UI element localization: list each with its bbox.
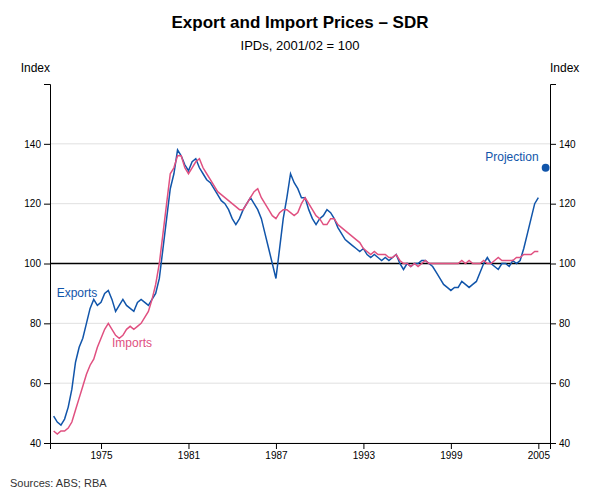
y2-axis-label: Index xyxy=(550,61,579,75)
grid-line xyxy=(50,323,550,324)
source: Sources: ABS; RBA xyxy=(10,477,107,489)
grid-line xyxy=(50,203,550,204)
x-axis: 1975 1981 1987 1993 1999 2005 xyxy=(51,443,551,461)
tick: 1987 xyxy=(265,443,288,461)
tick-mark xyxy=(550,264,556,265)
tick: 2005 xyxy=(528,443,551,461)
tick-label: 40 xyxy=(30,438,42,449)
subtitle: IPDs, 2001/02 = 100 xyxy=(241,38,360,53)
plot-area xyxy=(50,150,550,434)
tick: 80 xyxy=(550,318,571,329)
tick-mark xyxy=(550,383,556,384)
y-axis: 40 60 80 100 120 140 xyxy=(24,85,50,449)
grid-line xyxy=(50,143,550,144)
tick: 80 xyxy=(30,318,50,329)
tick: 1993 xyxy=(353,443,376,461)
tick-label: 60 xyxy=(559,378,571,389)
grid-line xyxy=(50,383,550,384)
tick-mark xyxy=(44,443,50,444)
tick-mark xyxy=(44,264,50,265)
tick-mark xyxy=(44,383,50,384)
tick: 1981 xyxy=(178,443,201,461)
tick: 1999 xyxy=(440,443,463,461)
tick-mark xyxy=(538,443,539,449)
series-label: Imports xyxy=(112,336,152,350)
tick: 140 xyxy=(24,139,50,150)
tick-mark xyxy=(101,443,102,449)
series-label: Exports xyxy=(57,286,98,300)
tick-mark xyxy=(550,144,556,145)
tick-mark xyxy=(276,443,277,449)
tick-label: 140 xyxy=(559,139,576,150)
tick-label: 120 xyxy=(559,198,576,209)
tick-mark xyxy=(363,443,364,449)
tick-label: 80 xyxy=(30,318,42,329)
series-label: Projection xyxy=(485,150,538,164)
tick-label: 60 xyxy=(30,378,42,389)
title: Export and Import Prices – SDR xyxy=(172,13,429,32)
tick-label: 1987 xyxy=(265,450,288,461)
tick: 1975 xyxy=(90,443,113,461)
tick-mark xyxy=(44,204,50,205)
axis-line xyxy=(51,444,551,450)
tick: 60 xyxy=(30,378,50,389)
tick-label: 1999 xyxy=(440,450,463,461)
tick-label: 140 xyxy=(24,139,41,150)
chart: 1975198119871993199920054060801001201404… xyxy=(0,0,600,497)
tick-mark xyxy=(44,144,50,145)
tick-label: 40 xyxy=(559,438,571,449)
tick-label: 1993 xyxy=(353,450,376,461)
tick-label: 1975 xyxy=(90,450,113,461)
tick: 120 xyxy=(550,198,576,209)
tick-label: 1981 xyxy=(178,450,201,461)
tick-label: 120 xyxy=(24,198,41,209)
tick-mark xyxy=(550,323,556,324)
line xyxy=(54,150,539,425)
tick-mark xyxy=(44,323,50,324)
axis-line xyxy=(551,85,557,444)
y2-axis: 40 60 80 100 120 140 xyxy=(550,85,576,449)
point xyxy=(542,164,550,172)
tick-label: 80 xyxy=(559,318,571,329)
tick-mark xyxy=(550,204,556,205)
line xyxy=(54,156,539,434)
tick: 100 xyxy=(24,258,50,269)
tick: 40 xyxy=(30,438,50,449)
tick-label: 100 xyxy=(559,258,576,269)
tick: 40 xyxy=(550,438,571,449)
tick-label: 100 xyxy=(24,258,41,269)
axis-line xyxy=(44,85,51,444)
tick-mark xyxy=(451,443,452,449)
tick: 60 xyxy=(550,378,571,389)
series-labels: Exports Imports Projection xyxy=(57,150,539,351)
tick: 120 xyxy=(24,198,50,209)
tick: 100 xyxy=(550,258,576,269)
tick-mark xyxy=(188,443,189,449)
tick-label: 2005 xyxy=(528,450,551,461)
y-axis-label: Index xyxy=(21,61,50,75)
tick-mark xyxy=(550,443,556,444)
grid xyxy=(50,144,550,443)
tick: 140 xyxy=(550,139,576,150)
